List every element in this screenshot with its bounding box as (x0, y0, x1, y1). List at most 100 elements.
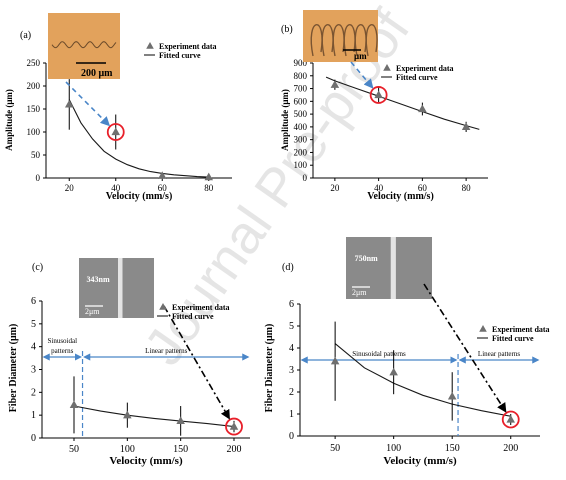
y-tick-label: 0 (36, 173, 41, 183)
y-tick-label: 4 (31, 342, 36, 353)
x-tick-label: 40 (111, 183, 121, 193)
data-point (229, 422, 239, 430)
x-tick-label: 100 (120, 444, 135, 455)
chart-panel-4: (d) 0 1 2 3 4 5 6 50 100 150 200 Velocity (mm/s) Fibe… (264, 237, 550, 467)
inset-scale-label: 2μm (85, 307, 100, 316)
legend-marker-points (383, 64, 391, 71)
y-tick-label: 50 (31, 150, 41, 160)
data-point (506, 415, 516, 423)
y-tick-label: 400 (294, 122, 308, 132)
y-tick-label: 5 (289, 321, 294, 332)
y-tick-label: 1 (289, 409, 294, 420)
y-tick-label: 2 (31, 387, 36, 398)
legend-label-points: Experiment data (172, 303, 230, 312)
panel-label: (a) (20, 30, 31, 41)
legend-label-points: Experiment data (492, 325, 550, 334)
region-label: Sinusoidal (47, 337, 77, 345)
inset-scale-label: 2μm (352, 288, 367, 297)
y-tick-label: 500 (294, 109, 308, 119)
x-axis-label: Velocity (mm/s) (383, 455, 457, 467)
y-axis-label: Amplitude (μm) (280, 89, 290, 151)
y-tick-label: 3 (289, 365, 294, 376)
y-tick-label: 800 (294, 71, 308, 81)
highlight-circle (501, 410, 520, 429)
x-tick-label: 200 (503, 443, 518, 454)
inset-arrow (423, 283, 507, 413)
inset-scale-label: μm (354, 51, 367, 61)
x-tick-label: 80 (204, 183, 214, 193)
inset-size-label: 750nm (355, 254, 378, 263)
inset-arrow (350, 61, 374, 89)
x-axis-label: Velocity (mm/s) (367, 191, 434, 202)
x-tick-label: 80 (462, 183, 472, 193)
chart-panel-1: (a) 0 50 100 150 200 250 20 40 60 80 Velocity (mm/s… (4, 13, 232, 202)
y-tick-label: 0 (303, 173, 308, 183)
fitted-curve-line (334, 343, 511, 417)
x-tick-label: 20 (330, 183, 340, 193)
panel-label: (c) (32, 262, 43, 273)
legend-label-curve: Fitted curve (159, 51, 201, 60)
legend-label-points: Experiment data (159, 42, 217, 51)
x-tick-label: 20 (65, 183, 75, 193)
legend-label-points: Experiment data (396, 64, 454, 73)
data-point (176, 416, 185, 425)
legend-marker-points (159, 303, 167, 310)
inset-size-label: 343nm (87, 275, 110, 284)
x-tick-label: 100 (386, 443, 401, 454)
data-point (157, 171, 167, 179)
inset-image: 750nm 2μm (346, 237, 432, 299)
y-tick-label: 0 (289, 431, 294, 442)
y-tick-label: 4 (289, 343, 294, 354)
y-tick-label: 600 (294, 96, 308, 106)
data-point (69, 400, 79, 409)
inset-image: 343nm 2μm (79, 258, 154, 318)
data-point (204, 172, 214, 181)
data-point (461, 122, 471, 131)
y-axis-label: Fiber Diameter (μm) (264, 324, 275, 413)
y-tick-label: 0 (31, 433, 36, 444)
highlight-circle (225, 417, 243, 436)
inset-background (79, 258, 154, 318)
y-tick-label: 3 (31, 365, 36, 376)
y-tick-label: 100 (294, 160, 308, 170)
y-tick-label: 250 (27, 58, 41, 68)
chart-panel-2: (b) 0 100 200 300 400 500 600 700 800 900 20 40 60 80 V… (280, 10, 488, 202)
y-tick-label: 6 (289, 299, 294, 310)
fitted-curve-line (325, 76, 480, 130)
region-label: Linear patterns (478, 350, 520, 358)
x-axis-label: Velocity (mm/s) (106, 191, 173, 202)
y-tick-label: 5 (31, 319, 36, 330)
fitted-curve-line (68, 99, 209, 178)
y-tick-label: 200 (294, 147, 308, 157)
x-tick-label: 50 (69, 444, 79, 455)
y-tick-label: 200 (27, 81, 41, 91)
y-tick-label: 6 (31, 296, 36, 307)
y-tick-label: 100 (27, 127, 41, 137)
legend-marker-points (479, 325, 487, 332)
y-axis-label: Fiber Diameter (μm) (8, 324, 19, 413)
y-tick-label: 1 (31, 410, 36, 421)
x-tick-label: 50 (330, 443, 340, 454)
y-tick-label: 150 (27, 104, 41, 114)
inset-fiber-loop (365, 24, 378, 57)
x-tick-label: 60 (418, 183, 428, 193)
data-point (330, 80, 340, 88)
y-tick-label: 900 (294, 58, 308, 68)
x-tick-label: 60 (158, 183, 168, 193)
panel-label: (d) (282, 262, 294, 273)
data-point (123, 410, 132, 419)
highlight-circle (369, 86, 388, 104)
data-point (330, 356, 340, 365)
data-point (389, 367, 398, 376)
data-point (418, 104, 427, 113)
legend-label-curve: Fitted curve (172, 312, 214, 321)
inset-fiber (51, 41, 117, 49)
inset-image: 200 μm (48, 13, 120, 79)
region-label: patterns (51, 347, 73, 355)
region-label: Sinusoidal patterns (352, 350, 406, 358)
inset-scale-label: 200 μm (81, 68, 113, 79)
highlight-circle (106, 123, 125, 141)
